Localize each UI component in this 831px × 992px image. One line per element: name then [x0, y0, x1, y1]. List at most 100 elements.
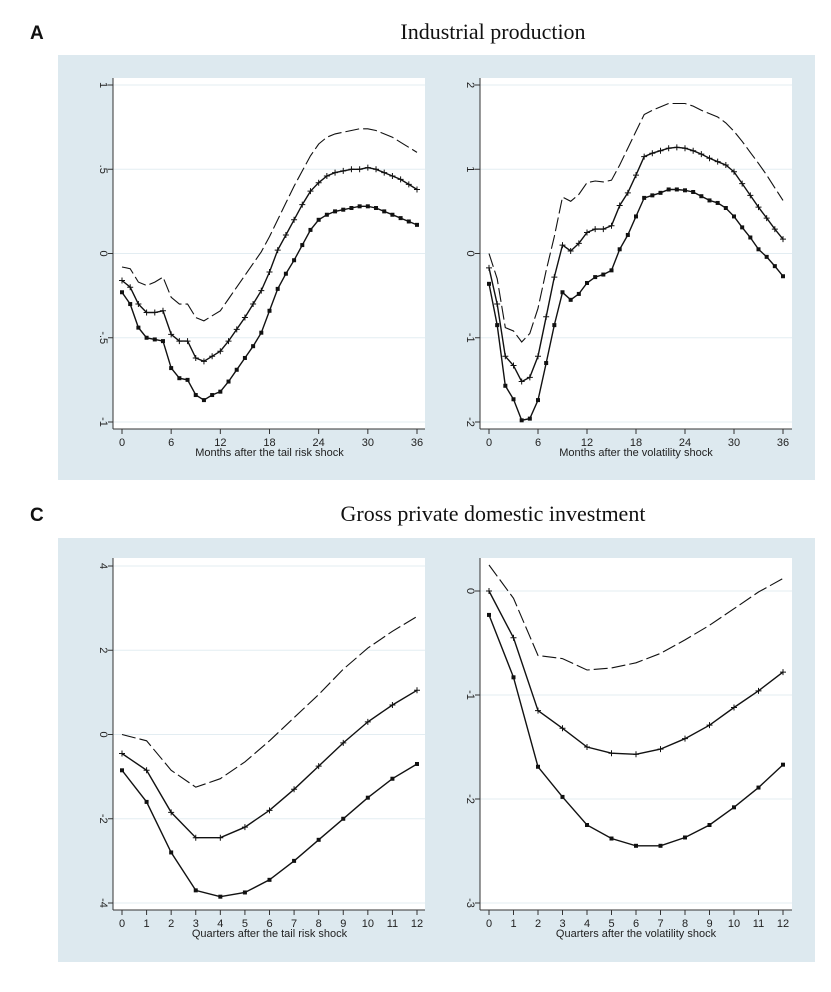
data-point-point-estimate [780, 669, 786, 676]
data-point-point-estimate [119, 277, 125, 284]
data-point-lower [177, 376, 182, 381]
data-point-lower [634, 214, 638, 219]
data-point-lower [544, 361, 549, 366]
data-point-point-estimate [755, 687, 762, 694]
x-tick-label: 12 [777, 918, 789, 930]
x-tick-label: 0 [119, 918, 125, 930]
x-tick-label: 6 [266, 918, 272, 930]
x-tick-label: 1 [144, 918, 150, 930]
data-point-point-estimate [389, 702, 396, 709]
data-point-point-estimate [584, 229, 590, 236]
data-point-point-estimate [518, 378, 525, 385]
data-point-point-estimate [373, 166, 380, 173]
data-point-lower [560, 794, 565, 799]
data-point-lower [226, 379, 231, 384]
data-point-point-estimate [241, 824, 248, 831]
y-tick-label: 0 [97, 250, 109, 256]
data-point-point-estimate [706, 155, 713, 162]
data-point-lower [732, 214, 736, 219]
data-point-lower [390, 776, 395, 781]
data-point-point-estimate [159, 307, 166, 314]
data-point-point-estimate [192, 834, 199, 841]
y-tick-label: -1 [464, 690, 476, 700]
panel-label-a: A [30, 23, 44, 44]
data-point-point-estimate [127, 284, 134, 291]
data-point-point-estimate [135, 301, 142, 308]
data-point-point-estimate [274, 247, 281, 254]
data-point-point-estimate [315, 763, 322, 770]
data-point-point-estimate [624, 189, 631, 196]
x-tick-label: 36 [777, 437, 789, 449]
data-point-point-estimate [209, 353, 216, 360]
data-point-lower [201, 398, 206, 403]
data-point-lower [349, 206, 354, 211]
data-point-lower [365, 204, 370, 209]
data-point-lower [275, 286, 280, 291]
data-point-point-estimate [266, 269, 273, 276]
panel-label-c: C [30, 505, 44, 526]
data-point-point-estimate [649, 150, 656, 157]
data-point-lower [267, 308, 272, 313]
data-point-point-estimate [119, 750, 125, 757]
data-point-lower [120, 290, 124, 295]
data-point-lower [242, 890, 247, 895]
x-tick-label: 30 [728, 437, 740, 449]
data-point-lower [756, 785, 761, 790]
data-point-lower [185, 377, 190, 382]
data-point-point-estimate [633, 751, 639, 758]
data-point-point-estimate [771, 226, 778, 233]
data-point-lower [503, 383, 508, 388]
data-point-lower [658, 843, 663, 848]
data-point-point-estimate [722, 162, 729, 169]
data-point-lower [169, 850, 174, 855]
data-point-lower [193, 393, 198, 398]
data-point-point-estimate [763, 215, 770, 222]
x-tick-label: 6 [168, 437, 174, 449]
data-point-lower [536, 764, 540, 769]
data-point-lower [251, 344, 256, 349]
data-point-point-estimate [486, 588, 492, 594]
data-point-lower [732, 805, 736, 810]
series-line-upper [121, 128, 418, 322]
data-point-point-estimate [200, 358, 207, 365]
data-point-lower [333, 209, 338, 214]
data-point-lower [511, 675, 516, 680]
series-line-upper [488, 102, 784, 343]
data-point-lower [625, 232, 630, 237]
data-point-lower [723, 206, 728, 211]
x-tick-label: 11 [753, 918, 764, 930]
x-tick-label: 6 [535, 437, 541, 449]
data-point-point-estimate [559, 242, 566, 249]
data-point-lower [576, 291, 581, 296]
data-point-point-estimate [192, 354, 199, 361]
data-point-lower [357, 204, 362, 209]
data-point-lower [234, 367, 239, 372]
data-point-point-estimate [592, 226, 599, 233]
data-point-lower [511, 397, 516, 402]
y-tick-label: 0 [97, 731, 109, 737]
data-point-point-estimate [323, 172, 330, 179]
data-point-lower [316, 837, 321, 842]
data-point-lower [650, 193, 655, 198]
plot-a-1: -1 -.5 0 .5 1 0 6 12 18 24 30 36 Months after the ta… [97, 78, 425, 459]
y-tick-label: -2 [464, 417, 476, 427]
data-point-lower [308, 227, 313, 232]
data-point-point-estimate [747, 192, 754, 199]
data-point-point-estimate [364, 718, 371, 725]
data-point-point-estimate [340, 739, 347, 746]
data-point-point-estimate [739, 180, 746, 187]
data-point-lower [764, 254, 769, 259]
data-point-lower [218, 894, 223, 899]
x-tick-label: 11 [387, 918, 398, 930]
x-tick-label: 18 [263, 437, 275, 449]
data-point-point-estimate [397, 176, 404, 183]
data-point-lower [160, 339, 165, 344]
data-point-point-estimate [494, 301, 501, 308]
data-point-point-estimate [364, 164, 371, 171]
y-tick-label: 1 [97, 82, 109, 88]
data-point-point-estimate [551, 274, 558, 281]
data-point-lower [756, 247, 761, 252]
data-point-point-estimate [502, 353, 509, 360]
data-point-point-estimate [690, 147, 697, 154]
